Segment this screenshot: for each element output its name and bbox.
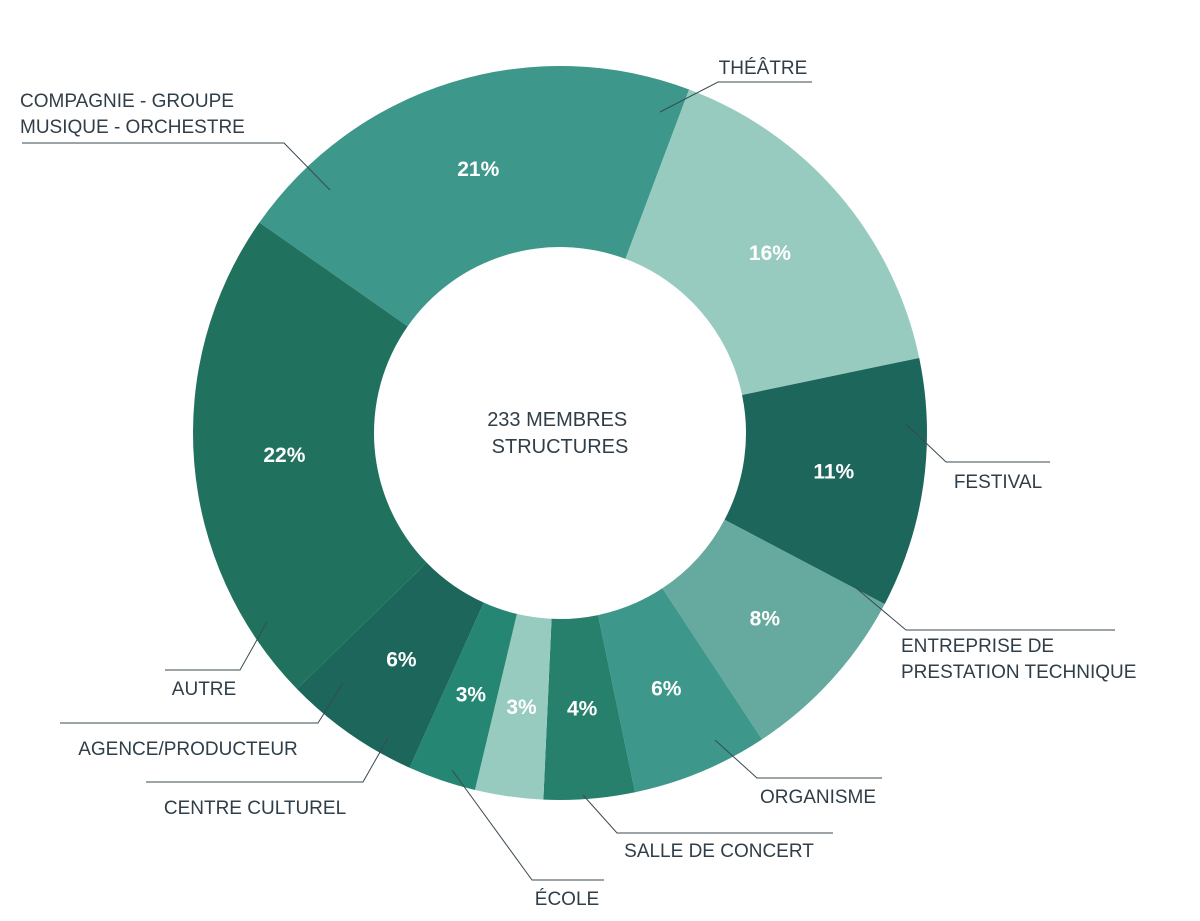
center-label-line-2: STRUCTURES: [492, 436, 629, 458]
leader-line-4: [582, 794, 833, 834]
leader-lines-group: [22, 81, 1115, 881]
center-label: 233 MEMBRES STRUCTURES: [487, 409, 633, 458]
slice-7: [409, 602, 517, 791]
category-label-2-line-1: PRESTATION TECHNIQUE: [901, 662, 1136, 683]
slice-value-label-2: 11%: [813, 460, 854, 483]
leader-line-3: [714, 739, 882, 779]
category-label-0-line-0: THÉÂTRE: [719, 57, 808, 79]
leader-line-2: [855, 587, 1115, 631]
category-label-2-line-0: ENTREPRISE DE: [901, 636, 1054, 657]
slice-3: [662, 519, 885, 740]
category-label-3-line-0: ORGANISME: [760, 787, 876, 808]
slice-0: [259, 66, 690, 327]
leader-line-5: [451, 769, 604, 881]
labels-group: 21% THÉÂTRE 16% FESTIVAL 11% ENTREPRISE DE PRE…: [20, 57, 1136, 910]
leader-line-1: [905, 423, 1050, 463]
slice-value-label-6: 3%: [506, 696, 537, 719]
slice-value-label-7: 3%: [456, 684, 487, 707]
slice-value-label-8: 6%: [386, 648, 417, 671]
slice-5: [543, 615, 636, 800]
category-label-9: COMPAGNIE - GROUPE MUSIQUE - ORCHESTRE: [20, 91, 245, 138]
leader-line-8: [165, 621, 268, 671]
category-label-9-line-0: COMPAGNIE - GROUPE: [20, 91, 234, 112]
slice-9: [192, 222, 427, 689]
slice-value-label-9: 22%: [263, 444, 305, 467]
category-label-8: AUTRE: [172, 679, 236, 700]
slice-6: [474, 613, 552, 800]
category-label-4-line-0: SALLE DE CONCERT: [624, 841, 814, 862]
category-label-7-line-0: AGENCE/PRODUCTEUR: [78, 739, 298, 760]
category-label-7: AGENCE/PRODUCTEUR: [78, 739, 298, 760]
leader-line-0: [659, 81, 812, 113]
category-label-8-line-0: AUTRE: [172, 679, 236, 700]
category-label-6: CENTRE CULTUREL: [164, 798, 346, 819]
category-label-6-line-0: CENTRE CULTUREL: [164, 798, 346, 819]
category-label-2: ENTREPRISE DE PRESTATION TECHNIQUE: [901, 636, 1136, 683]
leader-line-6: [146, 737, 389, 783]
category-label-1-line-0: FESTIVAL: [954, 472, 1042, 493]
category-label-9-line-1: MUSIQUE - ORCHESTRE: [20, 117, 245, 138]
slice-4: [598, 588, 763, 793]
category-label-0: THÉÂTRE: [719, 57, 808, 79]
slice-value-label-3: 8%: [750, 608, 781, 631]
slice-2: [724, 357, 928, 605]
slices-group: [192, 66, 928, 800]
category-label-5: ÉCOLE: [535, 889, 599, 910]
category-label-3: ORGANISME: [760, 787, 876, 808]
slice-value-label-0: 21%: [457, 158, 499, 181]
slice-1: [625, 89, 920, 395]
slice-value-label-1: 16%: [749, 242, 791, 265]
leader-line-7: [60, 682, 344, 724]
slice-value-label-4: 6%: [651, 677, 682, 700]
leader-line-9: [22, 142, 331, 191]
center-label-line-1: 233 MEMBRES: [487, 409, 627, 431]
category-label-1: FESTIVAL: [954, 472, 1042, 493]
slice-8: [296, 562, 484, 768]
category-label-5-line-0: ÉCOLE: [535, 889, 599, 910]
category-label-4: SALLE DE CONCERT: [624, 841, 814, 862]
slice-value-label-5: 4%: [567, 698, 598, 721]
